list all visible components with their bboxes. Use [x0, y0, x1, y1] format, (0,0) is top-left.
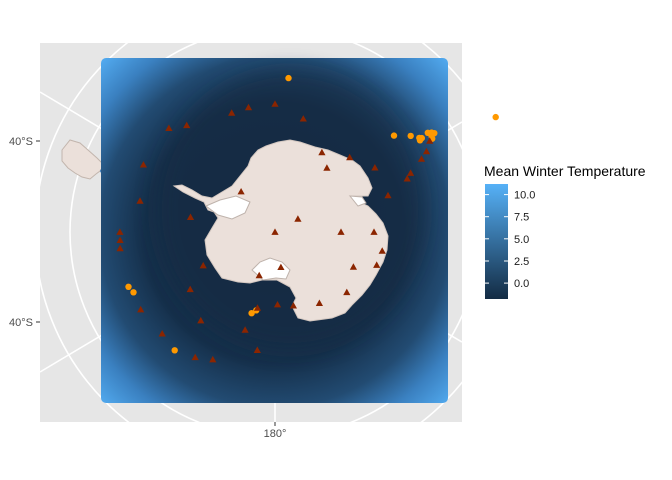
station-point-triangle [349, 263, 357, 270]
station-point-triangle [186, 285, 194, 293]
x-axis: 180° [264, 422, 287, 440]
legend-ticks: 10.0 7.5 5.0 2.5 0.0 [485, 190, 535, 290]
station-point-triangle [255, 271, 263, 279]
station-point-triangle [378, 247, 386, 254]
station-point-triangle [315, 299, 323, 306]
legend-tick-label: 7.5 [514, 212, 529, 224]
station-point-triangle [186, 213, 195, 220]
station-point-triangle [116, 228, 124, 235]
station-point-triangle [294, 215, 302, 222]
station-point-triangle [403, 175, 411, 182]
station-point-triangle [137, 305, 145, 313]
station-point-triangle [277, 263, 285, 270]
station-point-circle [171, 347, 178, 354]
south-america-landmass [61, 139, 105, 180]
station-point-triangle [199, 261, 207, 269]
y-axis: 40°S 40°S [9, 136, 40, 329]
station-point-triangle [116, 244, 124, 252]
station-point-triangle [371, 164, 379, 171]
station-point-circle [248, 310, 255, 317]
station-point-circle [416, 137, 424, 144]
station-point-triangle [116, 236, 124, 243]
legend-tick-label: 5.0 [514, 234, 529, 246]
station-point-triangle [183, 121, 191, 129]
legend-tick-label: 0.0 [514, 278, 529, 290]
station-point-triangle [417, 155, 426, 162]
station-point-triangle [373, 261, 381, 268]
station-point-triangle [370, 228, 378, 235]
legend-title: Mean Winter Temperature [484, 163, 646, 179]
ross-ice-shelf [251, 257, 291, 281]
station-point-circle [125, 283, 132, 290]
station-point-triangle [253, 346, 261, 353]
station-point-triangle [165, 124, 173, 131]
station-point-triangle [241, 326, 249, 333]
station-point-circle [285, 74, 292, 82]
y-tick-label: 40°S [9, 136, 33, 148]
legend-tick-label: 2.5 [514, 256, 529, 268]
graticule-circle-inner [69, 43, 462, 422]
station-point-triangle [191, 353, 199, 361]
station-point-triangle [158, 330, 166, 337]
station-point-triangle [346, 153, 354, 161]
station-point-triangle [139, 161, 147, 168]
station-point-triangle [289, 302, 297, 309]
legend-tick-label: 10.0 [514, 190, 535, 202]
station-point-triangle [271, 228, 279, 235]
station-point-triangle [384, 191, 392, 199]
station-point-triangle [197, 316, 205, 324]
stations-layer [116, 74, 499, 363]
station-point-circle [492, 113, 499, 121]
antarctica-landmass [172, 139, 389, 322]
y-tick-label: 40°S [9, 317, 33, 329]
x-tick-label: 180° [264, 428, 287, 440]
antarctica-outline [172, 139, 389, 322]
station-point-triangle [323, 164, 331, 171]
legend-colorbar [485, 184, 508, 299]
station-point-triangle [253, 304, 262, 311]
station-point-triangle [299, 115, 307, 122]
amery-ice-shelf [348, 195, 367, 207]
station-point-triangle [271, 100, 279, 107]
station-point-circle [390, 132, 398, 139]
station-point-circle [130, 289, 137, 296]
station-point-circle [424, 129, 431, 136]
station-point-triangle [136, 197, 144, 204]
station-point-triangle [337, 228, 345, 235]
station-point-triangle [244, 103, 253, 111]
legend: Mean Winter Temperature 10.0 7.5 5.0 2.5 0.0 [484, 163, 646, 299]
station-point-triangle [426, 137, 434, 144]
station-point-triangle [407, 169, 415, 176]
station-point-circle [407, 132, 414, 140]
station-point-triangle [228, 109, 236, 116]
station-point-triangle [318, 148, 326, 156]
station-point-triangle [343, 288, 351, 296]
station-point-triangle [237, 188, 245, 195]
station-point-triangle [422, 147, 431, 155]
station-point-triangle [209, 355, 217, 363]
station-point-triangle [273, 301, 282, 308]
weddell-ice-shelf [205, 195, 251, 220]
